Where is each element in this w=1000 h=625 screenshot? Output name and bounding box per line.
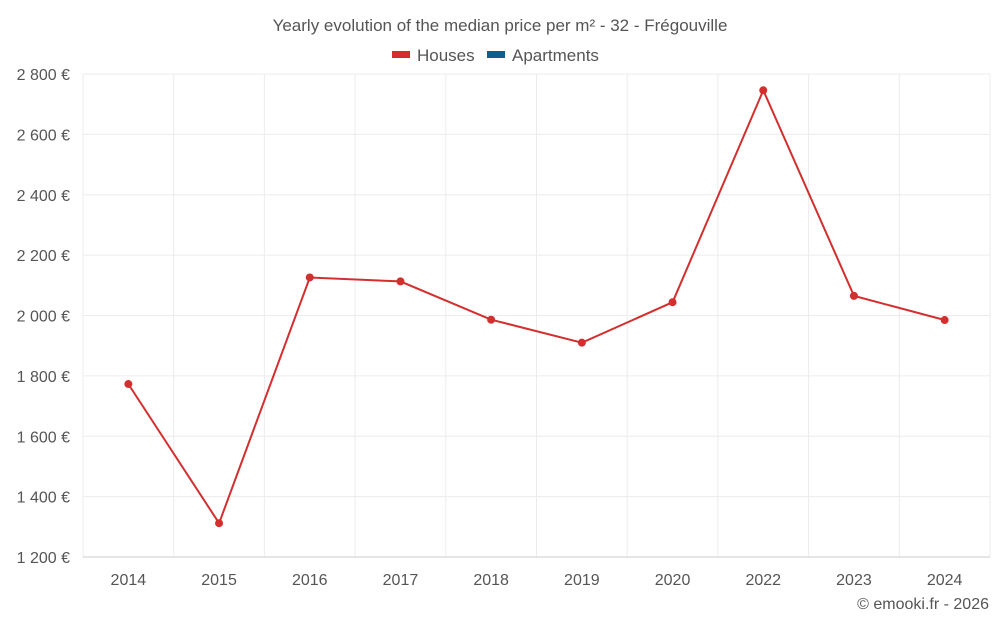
- x-tick-label: 2015: [201, 572, 237, 589]
- x-tick-label: 2014: [111, 572, 147, 589]
- y-tick-label: 2 200 €: [17, 248, 70, 265]
- x-gridlines: [82, 74, 991, 557]
- houses-point-2023[interactable]: [849, 291, 858, 300]
- legend: Houses Apartments: [392, 46, 599, 65]
- x-tick-label: 2024: [927, 572, 963, 589]
- houses-point-2019[interactable]: [577, 338, 586, 347]
- y-tick-label: 1 200 €: [17, 550, 70, 567]
- houses-point-2016[interactable]: [305, 273, 314, 282]
- y-tick-label: 2 400 €: [17, 188, 70, 205]
- houses-point-2022[interactable]: [759, 86, 768, 95]
- y-tick-label: 1 800 €: [17, 369, 70, 386]
- legend-label-apartments: Apartments: [512, 46, 599, 65]
- y-tick-label: 2 000 €: [17, 309, 70, 326]
- series-houses: [124, 86, 949, 528]
- legend-label-houses: Houses: [417, 46, 475, 65]
- y-tick-label: 2 600 €: [17, 127, 70, 144]
- legend-item-apartments[interactable]: Apartments: [487, 46, 599, 65]
- y-axis-ticks: 1 200 € 1 400 € 1 600 € 1 800 € 2 000 € 2 200…: [17, 67, 70, 567]
- x-tick-label: 2016: [292, 572, 328, 589]
- x-tick-label: 2018: [473, 572, 509, 589]
- x-tick-label: 2019: [564, 572, 600, 589]
- houses-point-2024[interactable]: [940, 316, 949, 325]
- houses-point-2015[interactable]: [215, 519, 224, 528]
- houses-line: [127, 87, 945, 526]
- credit-text: © emooki.fr - 2026: [857, 596, 989, 613]
- legend-swatch-houses: [392, 51, 410, 58]
- houses-point-2014[interactable]: [124, 380, 133, 389]
- legend-swatch-apartments: [487, 51, 505, 58]
- x-tick-label: 2020: [655, 572, 691, 589]
- houses-point-2018[interactable]: [487, 315, 496, 324]
- x-axis-ticks: 2014 2015 2016 2017 2018 2019 2020 2022 2023 2024: [111, 572, 963, 589]
- legend-item-houses[interactable]: Houses: [392, 46, 475, 65]
- houses-point-2020[interactable]: [668, 298, 677, 307]
- houses-point-2017[interactable]: [396, 277, 405, 286]
- x-tick-label: 2023: [836, 572, 872, 589]
- y-tick-label: 2 800 €: [17, 67, 70, 84]
- y-tick-label: 1 600 €: [17, 429, 70, 446]
- y-tick-label: 1 400 €: [17, 490, 70, 507]
- x-tick-label: 2017: [383, 572, 419, 589]
- x-tick-label: 2022: [745, 572, 781, 589]
- chart-title: Yearly evolution of the median price per…: [273, 16, 728, 35]
